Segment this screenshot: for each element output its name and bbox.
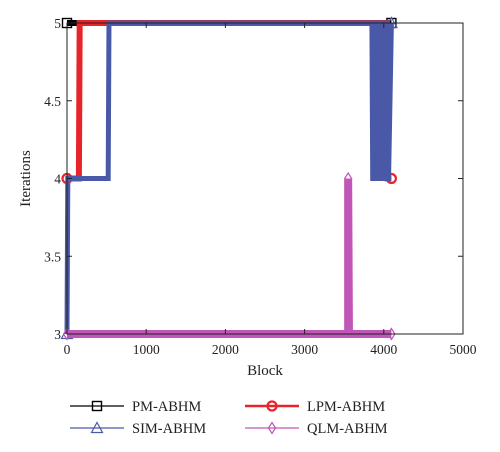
data-point (62, 327, 72, 341)
series-lpm-abhm (61, 20, 398, 185)
legend-marker (266, 400, 278, 412)
plot-frame (66, 22, 464, 335)
series-line (67, 20, 392, 182)
x-tick-label: 3000 (291, 342, 318, 357)
series-step (66, 22, 392, 335)
y-tick-label: 5 (54, 16, 61, 31)
legend: PM-ABHM LPM-ABHM SIM-ABHM QLM-ABHM (70, 399, 388, 437)
legend-label: LPM-ABHM (307, 399, 385, 415)
x-tick-label: 1000 (133, 342, 160, 357)
series-line (67, 178, 392, 338)
data-point (387, 327, 396, 341)
legend-item: QLM-ABHM (245, 421, 388, 437)
y-tick-label: 4 (54, 172, 61, 187)
legend-marker (267, 421, 277, 435)
y-tick-label: 3 (54, 327, 61, 342)
series-step (67, 178, 392, 335)
x-tick-label: 4000 (370, 342, 397, 357)
series-step (67, 22, 392, 179)
data-point (343, 171, 353, 186)
legend-item: PM-ABHM (70, 399, 201, 415)
x-tick-label: 0 (64, 342, 71, 357)
tick-layer: 0 1000 2000 3000 4000 5000 3 3.5 4 4.5 5 (44, 16, 477, 357)
series-line (64, 20, 394, 335)
legend-marker (91, 400, 103, 412)
legend-item: SIM-ABHM (70, 421, 206, 437)
y-axis-title: Iterations (18, 150, 34, 207)
legend-label: QLM-ABHM (307, 421, 388, 437)
series-qlm-abhm (62, 171, 396, 341)
x-tick-label: 2000 (212, 342, 239, 357)
y-tick-label: 4.5 (44, 94, 61, 109)
legend-item: LPM-ABHM (245, 399, 385, 415)
x-axis-title: Block (247, 363, 283, 379)
x-tick-label: 5000 (450, 342, 477, 357)
y-tick-label: 3.5 (44, 249, 61, 264)
legend-label: SIM-ABHM (132, 421, 206, 437)
legend-marker (90, 421, 104, 434)
series-layer (60, 16, 398, 341)
legend-label: PM-ABHM (132, 399, 201, 415)
